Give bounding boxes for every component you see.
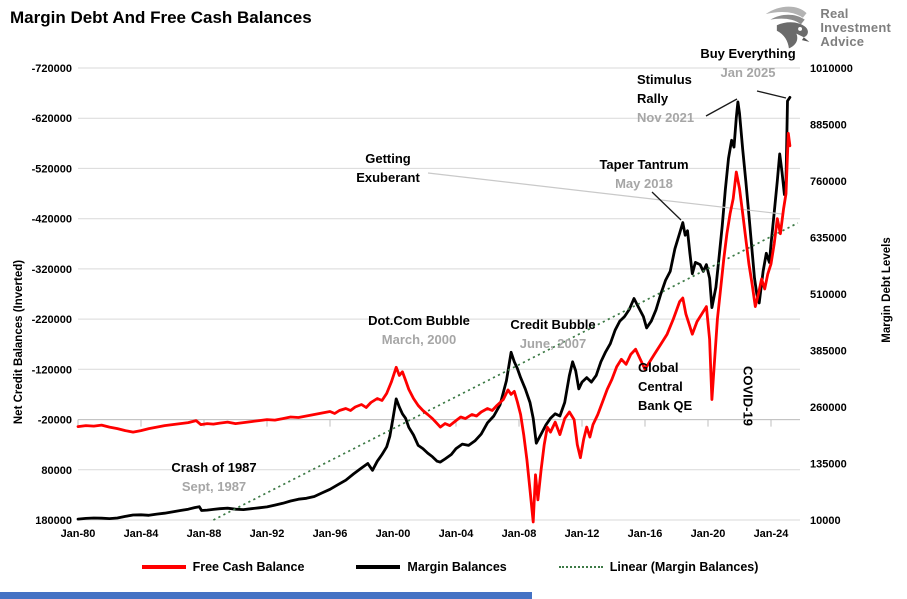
legend-label: Linear (Margin Balances) [609,560,759,574]
logo-line-3: Advice [820,34,865,49]
taper-tantrum-leader [651,191,682,221]
x-tick-label: Jan-84 [124,528,160,540]
x-tick-label: Jan-12 [565,528,600,540]
bottom-blue-strip [0,592,532,599]
left-tick-label: -520000 [32,163,72,175]
left-tick-label: -220000 [32,314,72,326]
stimulus-rally-leader [705,98,738,117]
right-tick-label: 1010000 [810,63,853,75]
legend-swatch [141,565,186,569]
right-tick-label: 135000 [810,459,847,471]
right-tick-label: 10000 [810,515,841,527]
x-tick-label: Jan-04 [439,528,475,540]
x-tick-label: Jan-96 [313,528,348,540]
x-tick-label: Jan-08 [502,528,537,540]
left-tick-label: -420000 [32,214,72,226]
logo-line-2: Investment [820,20,891,35]
right-tick-label: 510000 [810,289,847,301]
legend-swatch [558,566,603,568]
gridlines [78,67,800,521]
legend-swatch [356,565,401,569]
logo-line-1: Real [820,6,849,21]
left-tick-label: 80000 [41,465,72,477]
legend-item-linear-margin-balances: Linear (Margin Balances) [558,560,759,574]
series-free-cash-balance [76,131,792,524]
x-tick-label: Jan-80 [61,528,96,540]
tick-labels: -720000 -620000 -520000 -420000 -320000 -2200… [32,63,853,540]
left-tick-label: -20000 [38,415,72,427]
left-tick-label: -620000 [32,113,72,125]
series-margin-balances [76,96,792,521]
legend-item-free-cash-balance: Free Cash Balance [141,560,305,574]
right-tick-label: 760000 [810,176,847,188]
x-tick-label: Jan-88 [187,528,222,540]
eagle-logo-icon [766,6,810,49]
left-tick-label: -720000 [32,63,72,75]
x-tick-label: Jan-00 [376,528,411,540]
left-tick-label: -120000 [32,364,72,376]
right-tick-label: 885000 [810,120,847,132]
x-tick-label: Jan-20 [691,528,726,540]
logo-text: Real Investment Advice [820,7,891,49]
buy-everything-leader [756,90,787,99]
right-tick-label: 635000 [810,233,847,245]
x-tick-label: Jan-92 [250,528,285,540]
legend: Free Cash Balance Margin Balances Linear (… [80,560,820,574]
x-tick-label: Jan-16 [628,528,663,540]
legend-label: Free Cash Balance [192,560,305,574]
right-tick-label: 385000 [810,346,847,358]
legend-item-margin-balances: Margin Balances [356,560,507,574]
left-tick-label: -320000 [32,264,72,276]
legend-label: Margin Balances [407,560,507,574]
chart-title: Margin Debt And Free Cash Balances [10,8,312,27]
getting-exuberant-leader [427,172,783,215]
logo: Real Investment Advice [762,5,891,51]
right-tick-label: 260000 [810,402,847,414]
x-tick-label: Jan-24 [754,528,790,540]
left-tick-label: 180000 [35,515,72,527]
